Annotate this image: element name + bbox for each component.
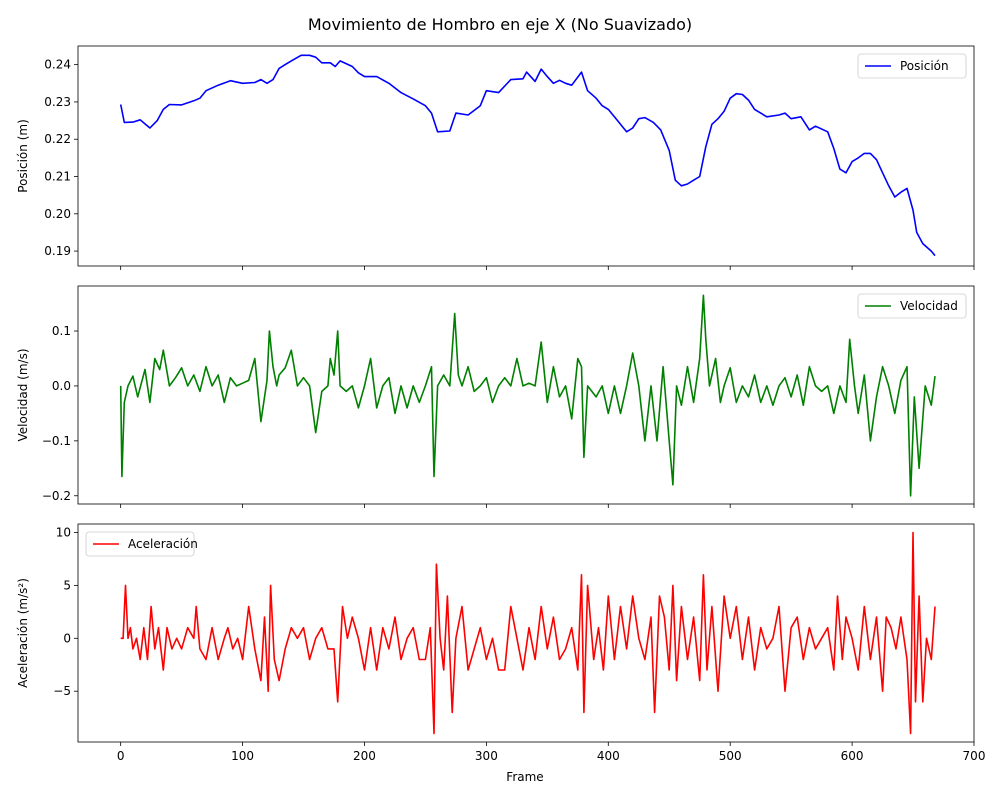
x-tick-label: 400: [597, 749, 620, 763]
x-tick-label: 300: [475, 749, 498, 763]
y-axis-label: Aceleración (m/s²): [16, 578, 30, 688]
legend-label: Aceleración: [128, 537, 198, 551]
y-tick-label: −0.1: [42, 434, 71, 448]
y-tick-label: 10: [56, 525, 71, 539]
y-tick-label: 5: [63, 578, 71, 592]
y-tick-label: 0.0: [52, 379, 71, 393]
panel-2: −0.2 −0.1 0.0 0.1 Velocidad (m/s) Velocidad: [16, 285, 975, 508]
legend-label: Posición: [900, 59, 949, 73]
y-tick-label: −5: [53, 684, 71, 698]
legend-box: [85, 531, 195, 557]
y-tick-label: 0.1: [52, 324, 71, 338]
axes-frame: [77, 45, 975, 267]
legend: Posición: [857, 53, 967, 79]
y-tick-label: 0: [63, 631, 71, 645]
y-tick-label: 0.19: [44, 244, 71, 258]
panel-1: 0.19 0.20 0.21 0.22 0.23 0.24 Posición (m) Posi…: [16, 45, 975, 270]
x-tick-label: 700: [963, 749, 986, 763]
axes-frame: [77, 523, 975, 743]
legend-box: [857, 293, 967, 319]
y-tick-label: −0.2: [42, 489, 71, 503]
y-tick-label: 0.23: [44, 95, 71, 109]
y-axis-label: Velocidad (m/s): [16, 348, 30, 441]
x-tick-label: 600: [841, 749, 864, 763]
y-tick-label: 0.20: [44, 207, 71, 221]
legend: Aceleración: [85, 531, 198, 557]
y-tick-label: 0.21: [44, 170, 71, 184]
x-tick-label: 100: [231, 749, 254, 763]
legend-box: [857, 53, 967, 79]
x-tick-label: 500: [719, 749, 742, 763]
y-tick-label: 0.22: [44, 132, 71, 146]
axes-frame: [77, 285, 975, 505]
series-line-velocidad: [119, 294, 936, 497]
legend-label: Velocidad: [900, 299, 958, 313]
chart-title: Movimiento de Hombro en eje X (No Suaviz…: [308, 15, 692, 34]
x-tick-label: 0: [117, 749, 125, 763]
series-line-aceleración: [120, 531, 936, 735]
legend: Velocidad: [857, 293, 967, 319]
subplots: 0.19 0.20 0.21 0.22 0.23 0.24 Posición (m) Posi…: [16, 45, 986, 763]
y-axis-label: Posición (m): [16, 119, 30, 192]
x-tick-label: 200: [353, 749, 376, 763]
y-tick-label: 0.24: [44, 58, 71, 72]
series-line-posición: [119, 54, 936, 257]
x-axis-label: Frame: [506, 770, 543, 784]
